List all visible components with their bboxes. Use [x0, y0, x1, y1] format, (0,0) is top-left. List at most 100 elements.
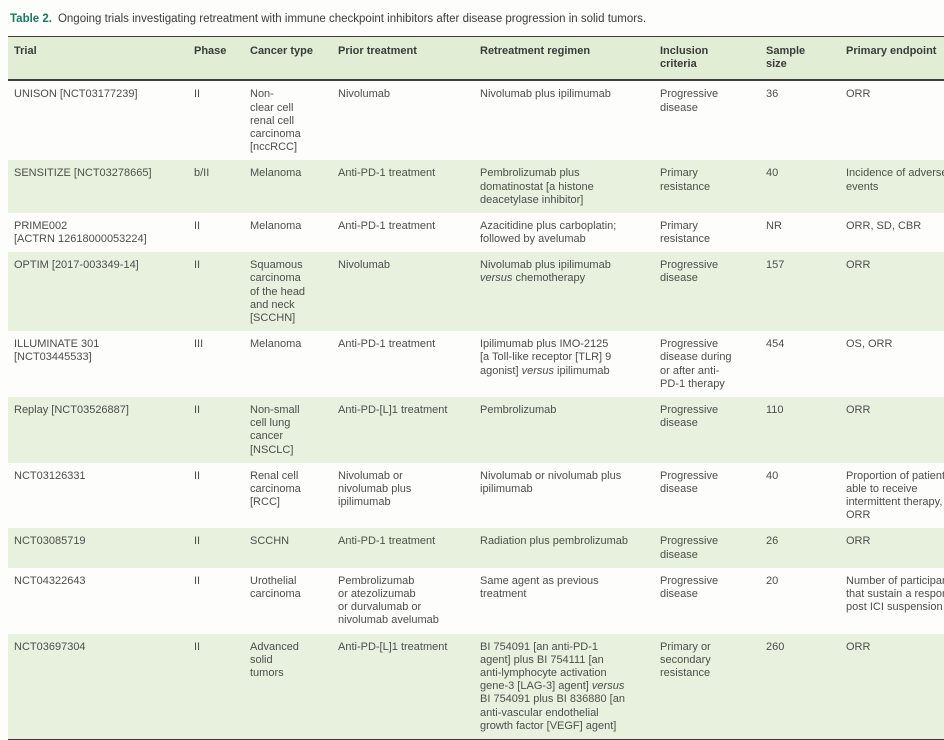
cell-retreatment_regimen: Pembrolizumab plus domatinostat [a histo…	[480, 167, 594, 206]
cell-retreatment_regimen: Same agent as previous treatment	[480, 574, 599, 600]
column-header-prior_treatment: Prior treatment	[338, 36, 480, 82]
cell-trial: NCT03126331	[14, 469, 86, 482]
cell-prior_treatment: Nivolumab	[338, 259, 390, 272]
cell-cancer_type: Melanoma	[250, 167, 302, 180]
trials-table: Trial Phase Cancer type Prior treatment Retr…	[8, 36, 944, 740]
cell-phase: II	[194, 403, 201, 416]
cell-prior_treatment: Anti-PD-1 treatment	[338, 167, 436, 180]
cell-trial: NCT03697304	[14, 640, 86, 653]
cell-retreatment_regimen: Radiation plus pembrolizumab	[480, 535, 628, 548]
table-label: Table 2.	[10, 13, 52, 25]
cell-primary_endpoint: Number of participants that sustain a re…	[846, 574, 944, 614]
cell-cancer_type: Melanoma	[250, 219, 302, 232]
cell-trial: UNISON [NCT03177239]	[14, 88, 138, 101]
column-header-phase: Phase	[194, 36, 250, 82]
cell-cancer_type: Advanced solid tumors	[250, 640, 299, 679]
cell-prior_treatment: Anti-PD-[L]1 treatment	[338, 640, 448, 653]
cell-primary_endpoint: Proportion of patients able to receive i…	[846, 469, 944, 522]
cell-sample_size: 110	[766, 403, 784, 416]
cell-phase: b/II	[194, 167, 210, 180]
cell-primary_endpoint: ORR	[846, 88, 871, 101]
cell-sample_size: 26	[766, 535, 779, 548]
cell-inclusion_criteria: Progressive disease	[660, 574, 719, 600]
cell-cancer_type: Urothelial carcinoma	[250, 574, 301, 600]
cell-inclusion_criteria: Progressive disease during or after anti…	[660, 338, 732, 390]
cell-cancer_type: Non- clear cell renal cell carcinoma [nc…	[250, 88, 301, 154]
cell-inclusion_criteria: Progressive disease	[660, 403, 719, 430]
cell-cancer_type: Non-small cell lung cancer [NSCLC]	[250, 403, 300, 456]
cell-trial: PRIME002 [ACTRN 12618000053224]	[14, 219, 147, 246]
cell-phase: II	[194, 219, 201, 232]
table-row: ILLUMINATE 301 [NCT03445533] III Melanoma A…	[8, 331, 944, 397]
cell-phase: III	[194, 338, 204, 351]
table-caption-text: Ongoing trials investigating retreatment…	[57, 13, 647, 25]
cell-retreatment_regimen: Azacitidine plus carboplatin; followed b…	[480, 219, 617, 246]
cell-sample_size: 260	[766, 640, 785, 653]
cell-cancer_type: Melanoma	[250, 338, 302, 351]
cell-retreatment_regimen: BI 754091 [an anti-PD-1 agent] plus BI 7…	[480, 640, 625, 732]
cell-sample_size: 157	[766, 259, 785, 272]
cell-inclusion_criteria: Progressive disease	[660, 88, 719, 114]
column-header-sample_size: Sample size	[766, 36, 846, 82]
table-row: SENSITIZE [NCT03278665] b/II Melanoma Anti-…	[8, 160, 944, 213]
column-header-inclusion_criteria: Inclusion criteria	[660, 36, 766, 82]
cell-inclusion_criteria: Primary or secondary resistance	[660, 640, 711, 679]
table-row: OPTIM [2017-003349-14] II Squamous carcino…	[8, 252, 944, 332]
header-row: Trial Phase Cancer type Prior treatment Retr…	[8, 36, 944, 82]
cell-sample_size: 40	[766, 167, 779, 180]
cell-prior_treatment: Anti-PD-[L]1 treatment	[338, 403, 448, 416]
cell-inclusion_criteria: Primary resistance	[660, 219, 711, 246]
cell-retreatment_regimen: Nivolumab plus ipilimumab	[480, 88, 611, 101]
table-row: PRIME002 [ACTRN 12618000053224] II Melanom…	[8, 213, 944, 252]
cell-inclusion_criteria: Primary resistance	[660, 167, 711, 193]
cell-phase: II	[194, 88, 201, 101]
cell-trial: Replay [NCT03526887]	[14, 403, 129, 416]
cell-trial: NCT03085719	[14, 535, 86, 548]
cell-cancer_type: Squamous carcinoma of the head and neck …	[250, 259, 306, 324]
table-caption: Table 2. Ongoing trials investigating ret…	[10, 12, 936, 27]
cell-prior_treatment: Nivolumab	[338, 88, 390, 101]
table-row: NCT03126331 II Renal cell carcinoma [RCC] N…	[8, 463, 944, 529]
cell-prior_treatment: Nivolumab or nivolumab plus ipilimumab	[338, 469, 412, 509]
table-body: UNISON [NCT03177239] II Non- clear cell re…	[8, 80, 944, 740]
cell-phase: II	[194, 535, 201, 548]
cell-primary_endpoint: Incidence of adverse events	[846, 167, 944, 193]
cell-sample_size: 40	[766, 469, 779, 482]
cell-primary_endpoint: ORR, SD, CBR	[846, 219, 922, 232]
cell-primary_endpoint: ORR	[846, 640, 871, 653]
cell-phase: II	[194, 259, 201, 272]
cell-sample_size: 36	[766, 88, 779, 101]
cell-inclusion_criteria: Progressive disease	[660, 259, 719, 285]
table-row: NCT03085719 II SCCHN Anti-PD-1 treatment Rad…	[8, 528, 944, 568]
cell-retreatment_regimen: Ipilimumab plus IMO-2125 [a Toll-like re…	[480, 338, 612, 377]
cell-inclusion_criteria: Progressive disease	[660, 469, 719, 495]
cell-trial: ILLUMINATE 301 [NCT03445533]	[14, 338, 100, 364]
column-header-cancer_type: Cancer type	[250, 36, 338, 82]
cell-sample_size: 20	[766, 574, 779, 587]
cell-primary_endpoint: ORR	[846, 403, 871, 416]
column-header-retreatment_regimen: Retreatment regimen	[480, 36, 660, 82]
cell-prior_treatment: Anti-PD-1 treatment	[338, 338, 436, 351]
cell-sample_size: NR	[766, 219, 782, 232]
cell-primary_endpoint: ORR	[846, 259, 871, 272]
cell-cancer_type: SCCHN	[250, 535, 290, 548]
cell-trial: OPTIM [2017-003349-14]	[14, 259, 139, 272]
cell-prior_treatment: Anti-PD-1 treatment	[338, 219, 436, 232]
cell-prior_treatment: Pembrolizumab or atezolizumab or durvalu…	[338, 574, 439, 627]
table-row: NCT03697304 II Advanced solid tumors Anti-P…	[8, 633, 944, 740]
cell-retreatment_regimen: Nivolumab or nivolumab plus ipilimumab	[480, 469, 622, 495]
cell-primary_endpoint: ORR	[846, 535, 871, 548]
cell-primary_endpoint: OS, ORR	[846, 338, 893, 351]
cell-phase: II	[194, 574, 201, 587]
cell-cancer_type: Renal cell carcinoma [RCC]	[250, 469, 301, 509]
column-header-trial: Trial	[8, 36, 194, 82]
cell-prior_treatment: Anti-PD-1 treatment	[338, 535, 436, 548]
cell-phase: II	[194, 640, 201, 653]
cell-retreatment_regimen: Nivolumab plus ipilimumab versus chemoth…	[480, 259, 611, 285]
table-row: Replay [NCT03526887] II Non-small cell lun…	[8, 396, 944, 463]
cell-trial: SENSITIZE [NCT03278665]	[14, 167, 152, 180]
cell-retreatment_regimen: Pembrolizumab	[480, 403, 557, 416]
column-header-primary_endpoint: Primary endpoint	[846, 36, 944, 82]
cell-phase: II	[194, 469, 201, 482]
